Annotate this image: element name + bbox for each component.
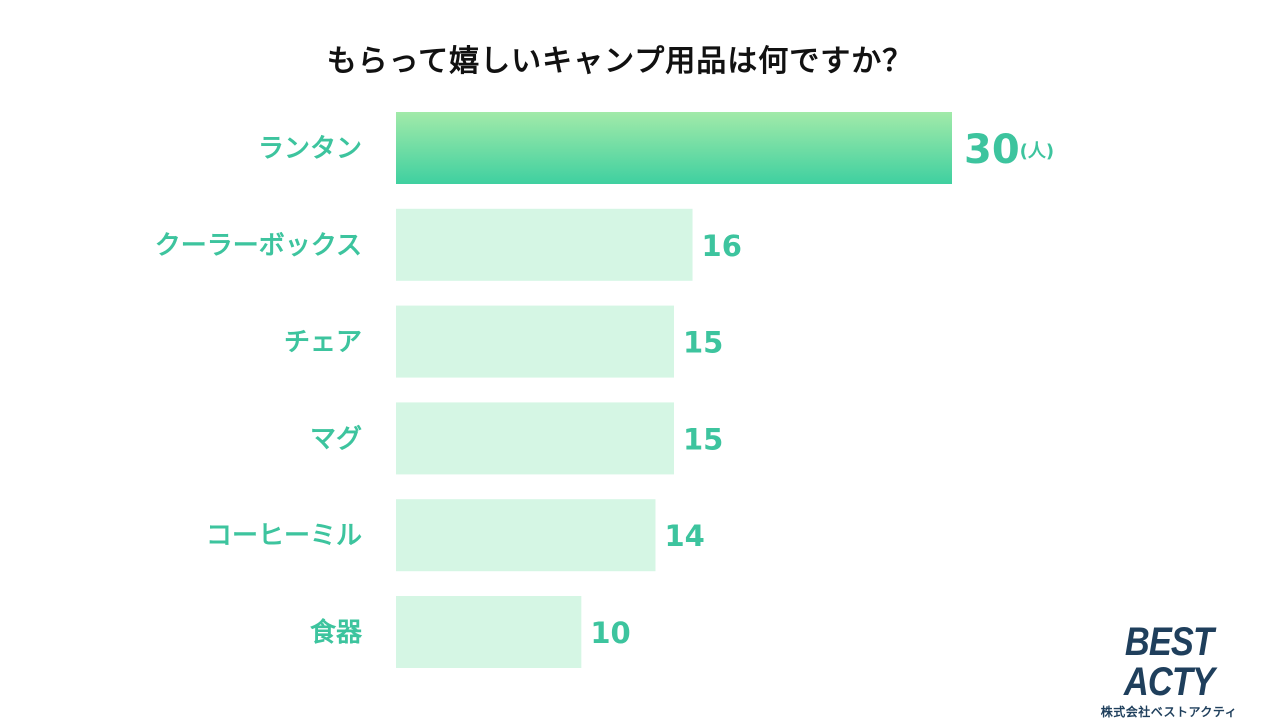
category-label: 食器 bbox=[310, 617, 363, 648]
category-label: チェア bbox=[284, 328, 362, 358]
value-label: 10 bbox=[590, 616, 630, 650]
bar bbox=[396, 208, 693, 281]
company-logo: BEST ACTY 株式会社ベストアクティ bbox=[1074, 622, 1264, 720]
bar bbox=[396, 499, 656, 572]
bar bbox=[396, 402, 674, 475]
value-label: 14 bbox=[664, 519, 704, 553]
value-label: 15 bbox=[683, 326, 723, 360]
chart-title: もらって嬉しいキャンプ用品は何ですか？ bbox=[326, 44, 914, 79]
category-label: マグ bbox=[310, 424, 362, 454]
bar bbox=[396, 305, 674, 378]
value-label: 30(人) bbox=[964, 127, 1054, 173]
category-label: クーラーボックス bbox=[155, 231, 362, 261]
unit-label: (人) bbox=[1020, 141, 1054, 162]
logo-wordmark: BEST ACTY bbox=[1123, 620, 1215, 704]
value-label: 16 bbox=[702, 229, 742, 263]
logo-company-name: 株式会社ベストアクティ bbox=[1100, 705, 1238, 719]
category-label: コーヒーミル bbox=[206, 521, 362, 551]
category-label: ランタン bbox=[258, 134, 362, 164]
bar bbox=[396, 112, 952, 184]
bar bbox=[396, 596, 582, 668]
value-label: 15 bbox=[683, 422, 723, 456]
